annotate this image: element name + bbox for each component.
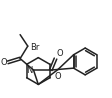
Text: N: N <box>26 66 33 75</box>
Text: O: O <box>0 58 7 67</box>
Text: O: O <box>55 72 61 81</box>
Text: O: O <box>56 49 63 58</box>
Text: Br: Br <box>30 43 39 52</box>
